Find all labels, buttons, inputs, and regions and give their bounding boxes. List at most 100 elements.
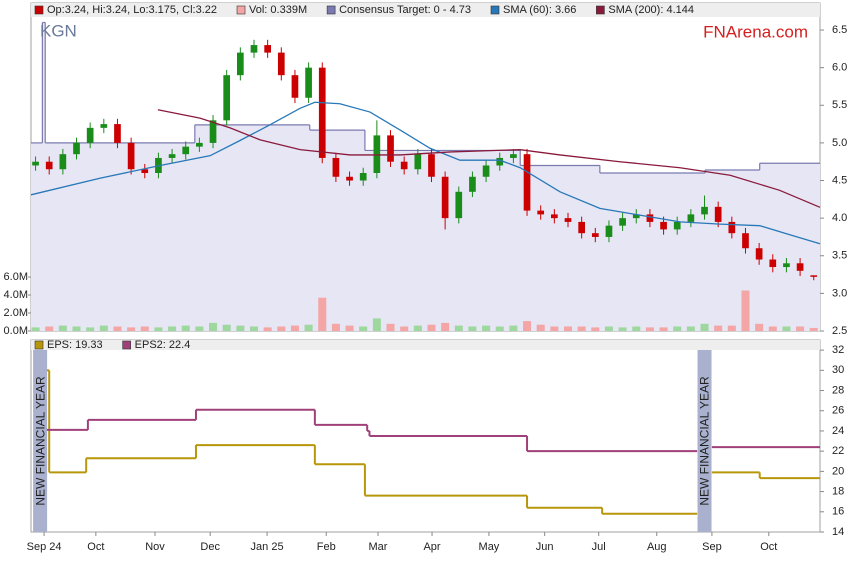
volume-bar bbox=[345, 325, 354, 331]
candle-body bbox=[127, 142, 135, 170]
candle-body bbox=[387, 135, 394, 162]
x-tick-label: Sep 24 bbox=[27, 541, 62, 553]
volume-bar bbox=[290, 325, 299, 331]
y-tick-label: 32 bbox=[832, 344, 844, 356]
candle-body bbox=[318, 67, 326, 158]
volume-bar bbox=[277, 326, 286, 331]
candle-body bbox=[605, 225, 613, 237]
volume-bar bbox=[154, 327, 163, 331]
volume-bar bbox=[454, 325, 463, 331]
volume-bar bbox=[809, 327, 818, 331]
candle-body bbox=[537, 210, 545, 215]
candle-body bbox=[646, 214, 654, 222]
candle-body bbox=[673, 221, 681, 230]
volume-bar bbox=[577, 326, 586, 331]
candle-body bbox=[496, 157, 504, 166]
y2-tick-label: 0.0M bbox=[4, 325, 28, 337]
volume-bar bbox=[113, 326, 122, 331]
volume-bar bbox=[441, 322, 450, 331]
volume-bar bbox=[509, 325, 518, 331]
legend-swatch bbox=[596, 5, 605, 15]
volume-bar bbox=[427, 324, 436, 331]
eps-legend-bar bbox=[31, 340, 820, 350]
candle-body bbox=[619, 218, 626, 226]
financial-year-band bbox=[33, 350, 48, 532]
volume-bar bbox=[768, 326, 777, 331]
y-tick-label: 30 bbox=[832, 364, 844, 376]
x-tick-label: Feb bbox=[317, 541, 336, 553]
candle-body bbox=[482, 165, 490, 177]
candle-body bbox=[196, 142, 203, 147]
y2-tick-label: 2.0M bbox=[4, 307, 28, 319]
volume-bar bbox=[755, 323, 764, 331]
candle-body bbox=[100, 124, 108, 128]
legend-swatch bbox=[326, 5, 336, 15]
y-tick-label: 3.5 bbox=[832, 250, 847, 262]
y-tick-label: 4.0 bbox=[832, 212, 847, 224]
volume-bar bbox=[523, 321, 532, 331]
candle-body bbox=[359, 172, 367, 181]
y-tick-label: 4.5 bbox=[832, 174, 847, 186]
volume-bar bbox=[563, 326, 573, 331]
y-tick-label: 18 bbox=[832, 485, 844, 497]
candle-body bbox=[428, 154, 435, 177]
candle-body bbox=[523, 154, 531, 211]
x-tick-label: Sep bbox=[702, 541, 722, 553]
x-tick-label: Apr bbox=[423, 541, 440, 553]
candle-body bbox=[742, 233, 749, 249]
legend-swatch bbox=[34, 5, 44, 15]
volume-bar bbox=[86, 327, 95, 331]
y-tick-label: 6.5 bbox=[832, 24, 847, 36]
y-tick-label: 16 bbox=[832, 506, 844, 518]
legend-swatch bbox=[490, 5, 500, 15]
candle-body bbox=[86, 127, 94, 143]
x-tick-label: Oct bbox=[760, 541, 777, 553]
candle-body bbox=[701, 206, 708, 215]
candle-body bbox=[551, 214, 558, 219]
candle-body bbox=[510, 154, 517, 158]
candle-body bbox=[209, 120, 217, 143]
volume-bar bbox=[31, 327, 40, 331]
y-tick-label: 24 bbox=[832, 425, 844, 437]
volume-bar bbox=[72, 326, 81, 331]
candle-body bbox=[141, 169, 149, 173]
candle-body bbox=[810, 275, 818, 277]
plot-layer: 2.5 3.0 3.5 4.0 4.5 5.0 5.5 6.0 6.5 0.0M 2.0M 4.0M 6… bbox=[4, 4, 848, 553]
y-tick-label: 6.0 bbox=[832, 62, 847, 74]
y-tick-label: 20 bbox=[832, 465, 844, 477]
volume-bar bbox=[99, 325, 108, 331]
candle-body bbox=[469, 176, 476, 192]
financial-year-label: NEW FINANCIAL YEAR bbox=[33, 376, 47, 506]
volume-bar bbox=[209, 322, 218, 331]
legend-swatch bbox=[122, 340, 131, 350]
volume-bar bbox=[550, 326, 559, 331]
volume-bar bbox=[127, 327, 136, 331]
sma-line bbox=[157, 109, 821, 208]
y-tick-label: 14 bbox=[832, 526, 844, 538]
volume-bar bbox=[181, 325, 190, 331]
eps-panel bbox=[30, 339, 821, 533]
candle-body bbox=[414, 154, 422, 170]
candle-body bbox=[728, 221, 736, 234]
y-tick-label: 5.0 bbox=[832, 137, 847, 149]
candle-body bbox=[564, 218, 572, 222]
volume-bar bbox=[604, 326, 613, 331]
volume-bar bbox=[236, 325, 245, 331]
volume-bar bbox=[331, 323, 340, 331]
candle-body bbox=[305, 67, 312, 98]
y-tick-label: 28 bbox=[832, 384, 844, 396]
candle-body bbox=[796, 263, 804, 271]
ticker: KGN bbox=[40, 21, 77, 40]
candle-body bbox=[687, 214, 695, 222]
candle-body bbox=[182, 146, 190, 155]
candle-body bbox=[455, 191, 463, 219]
candle-body bbox=[714, 206, 722, 222]
candle-body bbox=[45, 161, 53, 170]
x-tick-label: Jun bbox=[536, 541, 554, 553]
volume-bar bbox=[591, 327, 600, 331]
volume-bar bbox=[359, 326, 368, 331]
volume-bar bbox=[304, 324, 313, 331]
x-tick-label: Mar bbox=[369, 541, 388, 553]
y-tick-label: 2.5 bbox=[832, 325, 847, 337]
